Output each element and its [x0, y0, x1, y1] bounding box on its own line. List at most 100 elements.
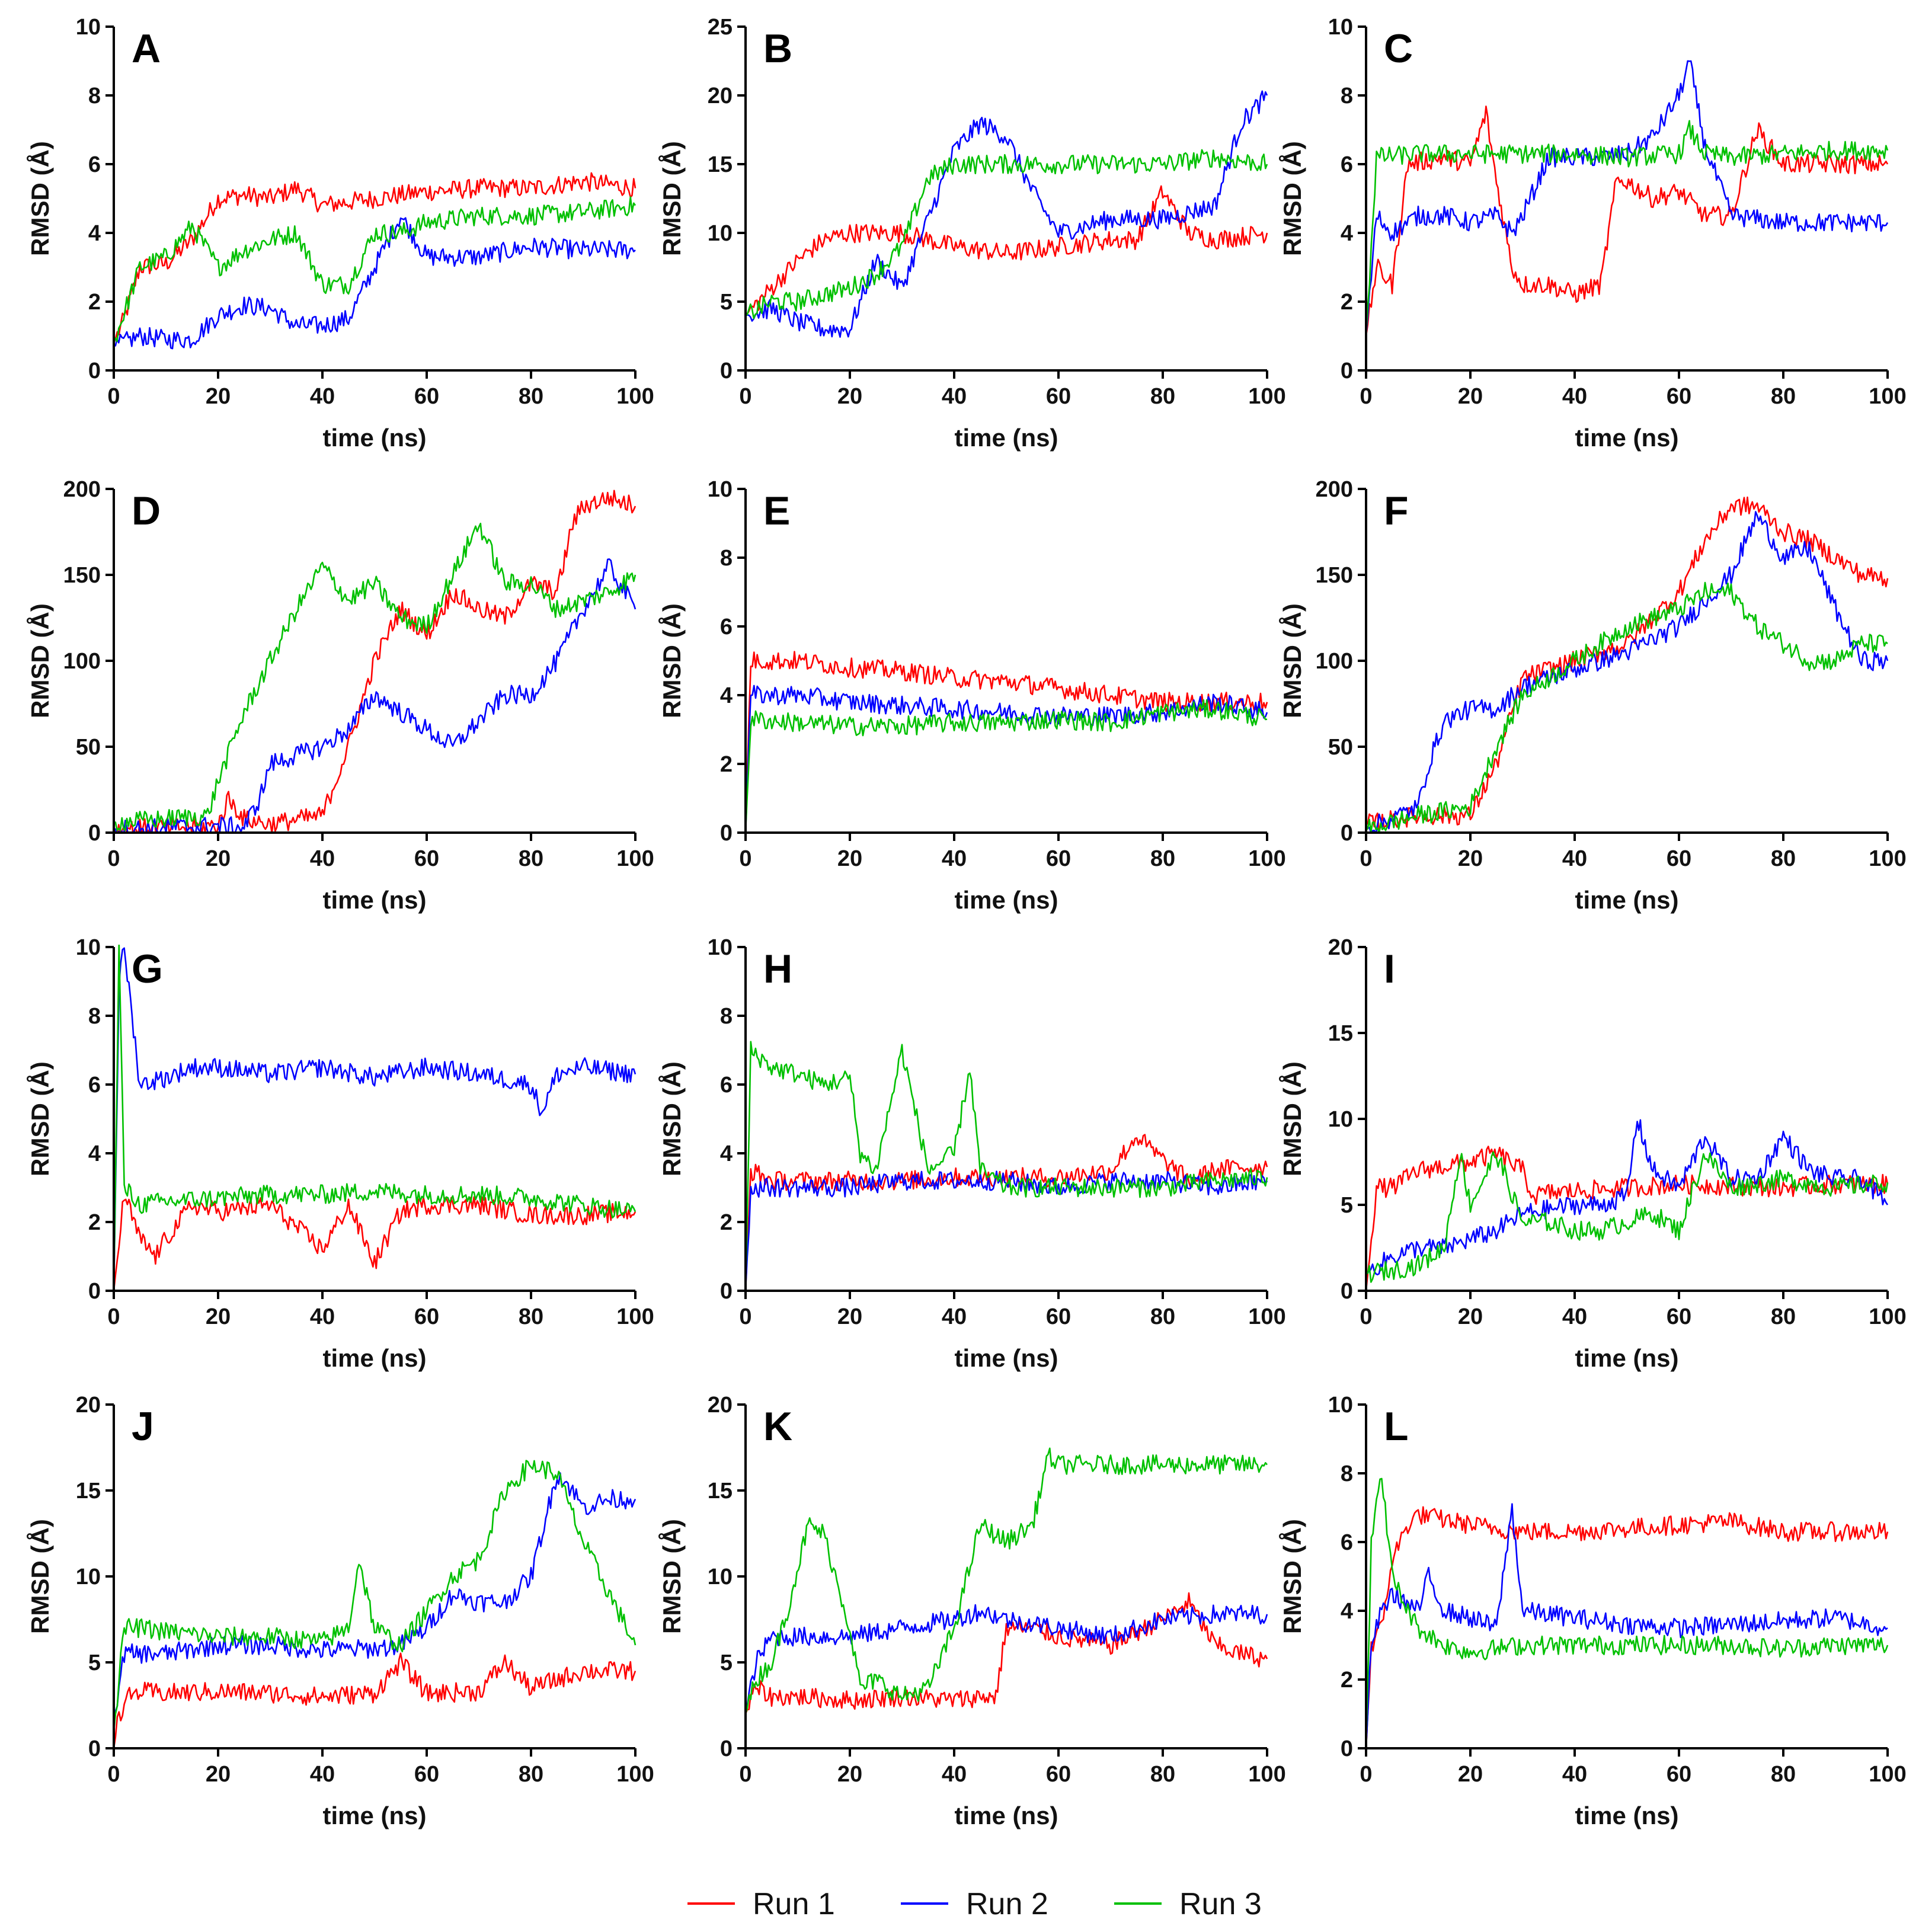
y-tick-label: 10: [708, 935, 733, 960]
series-line-run-2: [1366, 1119, 1889, 1276]
series-line-run-1: [114, 490, 637, 833]
panel-letter: C: [1384, 26, 1413, 71]
series-line-run-3: [114, 1460, 637, 1732]
series-line-run-1: [746, 1592, 1268, 1715]
x-axis-title: time (ns): [954, 424, 1058, 452]
x-tick-label: 0: [1360, 1304, 1372, 1329]
series-line-run-2: [746, 1170, 1268, 1291]
x-tick-label: 80: [519, 384, 543, 409]
x-tick-label: 40: [1562, 1304, 1587, 1329]
y-tick-label: 8: [720, 546, 733, 571]
y-tick-label: 0: [720, 359, 733, 383]
x-tick-label: 40: [1562, 1762, 1587, 1787]
x-tick-label: 60: [1046, 846, 1071, 871]
x-tick-label: 40: [310, 846, 335, 871]
y-tick-label: 2: [88, 1210, 101, 1235]
legend-label: Run 1: [753, 1887, 835, 1921]
x-tick-label: 100: [1248, 846, 1285, 871]
series-line-run-2: [746, 684, 1268, 833]
panel-letter: G: [132, 946, 163, 991]
y-tick-label: 0: [1341, 1279, 1353, 1304]
x-tick-label: 80: [519, 1304, 543, 1329]
x-tick-label: 80: [1150, 1762, 1175, 1787]
y-tick-label: 6: [720, 615, 733, 639]
y-tick-label: 8: [720, 1004, 733, 1029]
panel-letter: H: [763, 946, 792, 991]
x-tick-label: 0: [107, 846, 120, 871]
x-tick-label: 80: [1150, 846, 1175, 871]
y-tick-label: 10: [1328, 1107, 1353, 1132]
panel-a: 0 20 40 60 80 100 0 2 4 6 8 10 time (ns) RMSD (Å) A: [26, 15, 654, 452]
y-axis-title: RMSD (Å): [1278, 1519, 1306, 1634]
y-tick-label: 0: [1341, 1736, 1353, 1761]
x-tick-label: 60: [1046, 1304, 1071, 1329]
y-tick-label: 2: [88, 290, 101, 315]
panel-letter: D: [132, 488, 161, 533]
y-tick-label: 20: [76, 1393, 101, 1418]
panel-i: 0 20 40 60 80 100 0 5 10 15 20 time (ns) RMSD (Å) I: [1278, 935, 1907, 1372]
x-tick-label: 60: [1046, 384, 1071, 409]
y-axis-title: RMSD (Å): [26, 1061, 54, 1176]
series-line-run-3: [1366, 1477, 1889, 1748]
y-axis-title: RMSD (Å): [1278, 141, 1306, 256]
y-tick-label: 0: [88, 821, 101, 846]
series-line-run-3: [1366, 1151, 1889, 1283]
legend-item-run-2: Run 2: [901, 1887, 1048, 1921]
x-tick-label: 0: [1360, 846, 1372, 871]
y-tick-label: 20: [1328, 935, 1353, 960]
x-tick-label: 20: [837, 846, 862, 871]
x-tick-label: 20: [1458, 384, 1483, 409]
x-tick-label: 0: [107, 1304, 120, 1329]
series-line-run-2: [746, 90, 1268, 338]
y-axis-title: RMSD (Å): [658, 141, 686, 256]
x-axis-title: time (ns): [1575, 1802, 1678, 1829]
y-tick-label: 0: [88, 1279, 101, 1304]
series-line-run-1: [114, 1196, 637, 1291]
x-tick-label: 100: [1869, 846, 1906, 871]
y-tick-label: 200: [1316, 477, 1353, 502]
x-tick-label: 0: [107, 1762, 120, 1787]
x-tick-label: 80: [1771, 846, 1796, 871]
series-line-run-3: [746, 1041, 1268, 1291]
x-tick-label: 40: [310, 384, 335, 409]
y-tick-label: 2: [720, 1210, 733, 1235]
panel-letter: L: [1384, 1404, 1409, 1449]
y-tick-label: 15: [708, 1479, 733, 1504]
x-tick-label: 80: [519, 846, 543, 871]
x-tick-label: 40: [942, 846, 967, 871]
panel-h: 0 20 40 60 80 100 0 2 4 6 8 10 time (ns) RMSD (Å) H: [658, 935, 1286, 1372]
x-tick-label: 0: [107, 384, 120, 409]
series-line-run-1: [1366, 1506, 1889, 1748]
y-tick-label: 4: [88, 1141, 101, 1166]
panel-letter: K: [763, 1404, 792, 1449]
y-tick-label: 5: [88, 1650, 101, 1675]
y-axis-title: RMSD (Å): [26, 1519, 54, 1634]
y-tick-label: 10: [708, 221, 733, 246]
y-axis-title: RMSD (Å): [26, 603, 54, 718]
panel-c: 0 20 40 60 80 100 0 2 4 6 8 10 time (ns) RMSD (Å) C: [1278, 15, 1907, 452]
x-tick-label: 0: [739, 384, 751, 409]
series-line-run-1: [114, 172, 637, 344]
y-axis-title: RMSD (Å): [658, 1519, 686, 1634]
x-tick-label: 20: [1458, 1304, 1483, 1329]
x-tick-label: 80: [1771, 384, 1796, 409]
x-axis-title: time (ns): [322, 886, 426, 914]
y-axis-title: RMSD (Å): [1278, 1061, 1306, 1176]
y-tick-label: 10: [76, 1565, 101, 1589]
x-tick-label: 100: [1869, 1762, 1906, 1787]
x-tick-label: 20: [837, 1304, 862, 1329]
panel-f: 0 20 40 60 80 100 0 50 100 150 200 time (ns) RMSD (Å…: [1278, 477, 1907, 914]
y-tick-label: 200: [63, 477, 101, 502]
y-tick-label: 8: [88, 1004, 101, 1029]
x-axis-title: time (ns): [954, 1802, 1058, 1829]
x-tick-label: 100: [1869, 1304, 1906, 1329]
y-tick-label: 10: [1328, 1393, 1353, 1418]
x-tick-label: 60: [1046, 1762, 1071, 1787]
x-tick-label: 40: [942, 1304, 967, 1329]
x-tick-label: 40: [942, 1762, 967, 1787]
y-tick-label: 10: [76, 15, 101, 40]
y-tick-label: 6: [1341, 1530, 1353, 1555]
y-tick-label: 0: [720, 1736, 733, 1761]
series-line-run-2: [114, 558, 637, 833]
x-tick-label: 40: [942, 384, 967, 409]
